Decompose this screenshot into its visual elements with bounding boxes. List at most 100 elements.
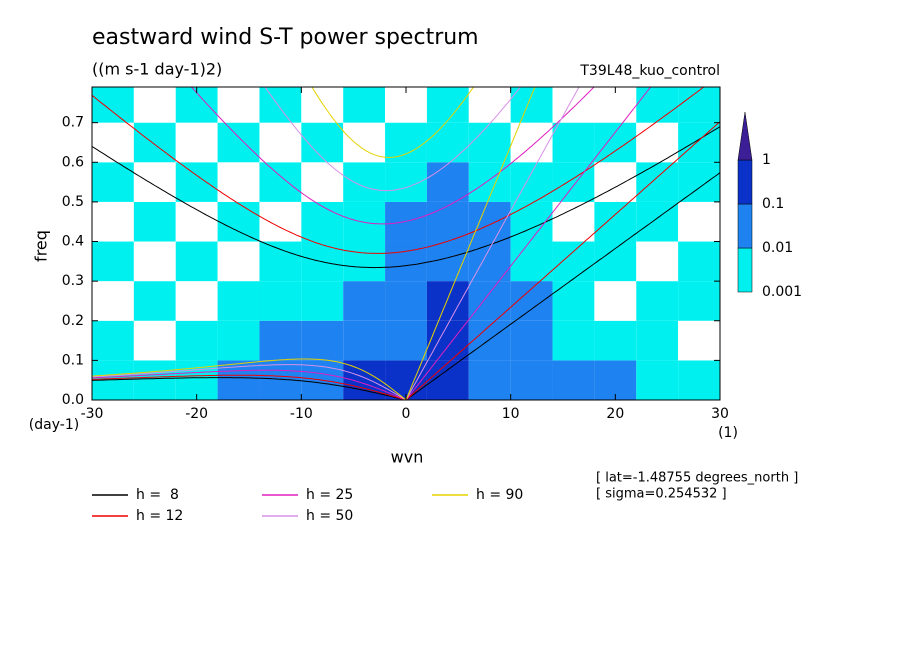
contour-cell (552, 201, 595, 242)
contour-cell (301, 281, 344, 321)
contour-cell (92, 162, 134, 202)
x-tick-label: -30 (81, 406, 104, 422)
dispersion-curve (92, 364, 407, 400)
colorbar-segment (737, 159, 753, 205)
annotation: [ lat=-1.48755 degrees_north ] (596, 471, 798, 486)
contour-cell (133, 122, 176, 163)
y-tick-label: 0.6 (62, 154, 84, 170)
contour-cell (259, 241, 302, 282)
contour-cell (259, 162, 302, 202)
dispersion-curve (92, 358, 407, 400)
contour-cell (175, 162, 218, 202)
contour-cell (385, 281, 427, 321)
dispersion-curve (92, 374, 407, 400)
y-axis-label: freq (32, 230, 51, 262)
contour-cell (552, 162, 595, 202)
contour-cell (426, 87, 469, 123)
contour-cell (92, 241, 134, 282)
contour-cell (259, 122, 302, 163)
contour-cell (468, 360, 511, 400)
legend-label: h = 25 (306, 487, 353, 503)
contour-cell (594, 360, 637, 400)
contour-cell (594, 281, 637, 321)
plot-area (92, 87, 720, 400)
colorbar-label: 0.1 (762, 196, 784, 212)
contour-cell (552, 360, 595, 400)
contour-cell (175, 320, 218, 361)
contour-cell (133, 320, 176, 361)
contour-cell (636, 360, 679, 400)
x-tick-label: 20 (606, 406, 624, 422)
chart-subtitle: ((m s-1 day-1)2) (92, 60, 222, 79)
contour-cell (259, 87, 302, 123)
contour-cell (175, 122, 218, 163)
contour-cell (175, 360, 218, 400)
contour-cell (594, 162, 637, 202)
contour-cell (217, 241, 260, 282)
y-tick-label: 0.2 (62, 313, 84, 329)
contour-cell (133, 162, 176, 202)
contour-cell (385, 241, 427, 282)
y-tick-label: 0.5 (62, 194, 84, 210)
dispersion-curve (405, 87, 580, 400)
dispersion-curve (92, 87, 705, 254)
contour-cell (217, 281, 260, 321)
contour-cell (217, 87, 260, 123)
contour-cell (217, 162, 260, 202)
contour-cell (175, 281, 218, 321)
x-tick-label: 10 (502, 406, 520, 422)
contour-cell (385, 320, 427, 361)
contour-cell (217, 122, 260, 163)
contour-cell (426, 281, 469, 321)
run-label: T39L48_kuo_control (579, 63, 720, 79)
contour-cell (301, 162, 344, 202)
x-tick-label: 0 (402, 406, 411, 422)
contour-cell (385, 122, 427, 163)
contour-cell (510, 320, 553, 361)
contour-cell (426, 320, 469, 361)
contour-cell (133, 87, 176, 123)
contour-cell (217, 320, 260, 361)
annotation: [ sigma=0.254532 ] (596, 487, 727, 502)
chart-title: eastward wind S-T power spectrum (92, 25, 479, 50)
contour-cell (510, 360, 553, 400)
contour-cell (636, 320, 679, 361)
contour-cell (636, 241, 679, 282)
legend-label: h = 50 (306, 508, 353, 524)
contour-cell (175, 201, 218, 242)
contour-cell (594, 241, 637, 282)
y-axis-unit: (day-1) (29, 417, 79, 433)
dispersion-curve (264, 87, 522, 192)
y-tick-label: 0.3 (62, 273, 84, 289)
contour-cell (343, 281, 386, 321)
contour-cell (301, 201, 344, 242)
contour-cell (636, 162, 679, 202)
contour-cell (510, 122, 553, 163)
colorbar-segment (737, 111, 753, 161)
colorbar-label: 0.001 (762, 284, 802, 300)
y-tick-label: 0.0 (62, 392, 84, 408)
contour-cell (133, 241, 176, 282)
x-tick-label: 30 (711, 406, 729, 422)
contour-cell (468, 320, 511, 361)
contour-cell (92, 281, 134, 321)
contour-cell (92, 87, 134, 123)
contour-cell (343, 320, 386, 361)
contour-cell (426, 122, 469, 163)
contour-cell (594, 320, 637, 361)
contour-cell (175, 241, 218, 282)
colorbar-label: 0.01 (762, 240, 793, 256)
dispersion-curve (405, 121, 720, 400)
contour-cell (343, 87, 386, 123)
contour-cell (552, 320, 595, 361)
y-tick-label: 0.1 (62, 352, 84, 368)
contour-cell (510, 241, 553, 282)
contour-cell (259, 201, 302, 242)
contour-cell (636, 281, 679, 321)
contour-cell (468, 281, 511, 321)
contour-cell (636, 122, 679, 163)
y-tick-label: 0.7 (62, 115, 84, 131)
contour-cell (678, 360, 720, 400)
dispersion-curve (92, 126, 720, 269)
